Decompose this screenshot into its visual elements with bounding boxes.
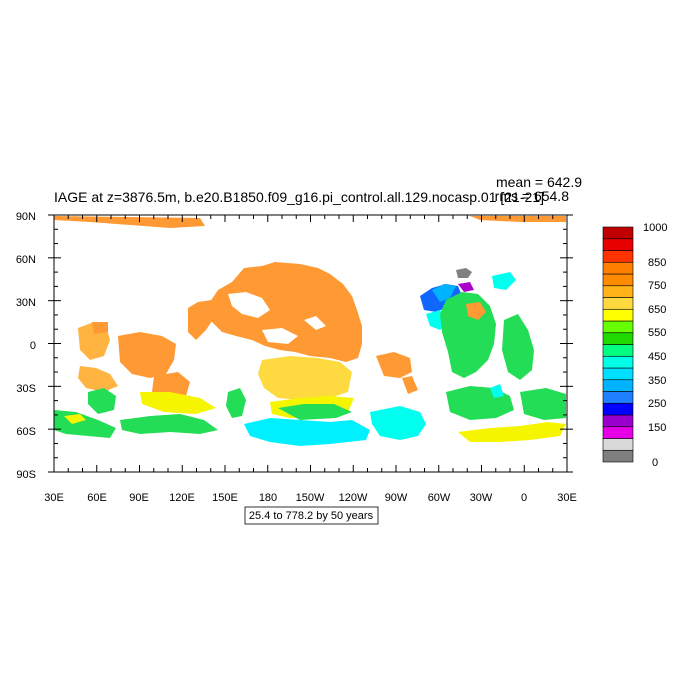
x-tick-label: 30E xyxy=(44,492,64,504)
colorbar-label: 250 xyxy=(648,398,666,410)
y-tick-label: 60S xyxy=(16,426,36,438)
colorbar-swatch xyxy=(602,308,634,322)
south-atlantic-green-2 xyxy=(88,388,116,414)
colorbar-swatch xyxy=(602,297,634,310)
x-tick-label: 30E xyxy=(557,492,577,504)
rms-label: rms = 654.8 xyxy=(495,188,570,204)
y-tick-label: 30S xyxy=(16,383,36,395)
pacific-age-region xyxy=(208,262,362,362)
colorbar-swatch xyxy=(602,438,634,451)
indian-yellow-strip xyxy=(64,414,86,424)
colorbar-swatch xyxy=(602,226,634,240)
colorbar-swatch xyxy=(602,355,634,369)
colorbar-swatch xyxy=(602,273,634,287)
colorbar-label: 350 xyxy=(648,375,666,387)
colorbar xyxy=(602,226,634,463)
y-axis-labels: 90N 60N 30N 0 30S 60S 90S xyxy=(16,211,36,481)
colorbar-label: 650 xyxy=(648,304,666,316)
y-tick-label: 90N xyxy=(16,211,36,223)
x-tick-label: 60E xyxy=(87,492,107,504)
x-tick-label: 30W xyxy=(470,492,493,504)
south-atlantic-green xyxy=(446,386,514,420)
ross-sea-cyan xyxy=(244,418,370,446)
weddell-green xyxy=(520,388,566,420)
colorbar-swatch xyxy=(602,391,634,404)
x-tick-label: 60W xyxy=(428,492,451,504)
colorbar-label: 850 xyxy=(648,257,666,269)
y-tick-label: 30N xyxy=(16,297,36,309)
mean-label: mean = 642.9 xyxy=(496,174,582,190)
x-tick-label: 120E xyxy=(169,492,195,504)
greenland-gray xyxy=(456,268,472,278)
colorbar-swatch xyxy=(602,426,634,439)
atlantic-orange-patch xyxy=(466,302,486,320)
colorbar-swatch xyxy=(602,379,634,392)
atlantic-green-east xyxy=(502,314,534,380)
colorbar-swatch xyxy=(602,320,634,334)
south-atlantic-green-1 xyxy=(54,410,116,438)
labrador-purple xyxy=(458,282,474,292)
colorbar-swatch xyxy=(602,238,634,251)
colorbar-swatch xyxy=(602,332,634,345)
y-tick-label: 90S xyxy=(16,469,36,481)
indian-ocean-region-5 xyxy=(92,322,108,334)
x-tick-label: 180 xyxy=(259,492,277,504)
weddell-yellow xyxy=(458,422,566,442)
indian-ocean-region-3 xyxy=(78,366,118,392)
axis-ticks xyxy=(48,214,573,473)
nordic-cyan xyxy=(492,272,516,290)
x-tick-label: 90W xyxy=(385,492,408,504)
colorbar-label: 1000 xyxy=(643,222,667,234)
colorbar-swatch xyxy=(602,402,634,416)
east-pacific-orange xyxy=(376,352,412,378)
y-tick-label: 0 xyxy=(30,340,36,352)
x-tick-label: 150W xyxy=(296,492,325,504)
arctic-strip-east xyxy=(470,216,566,222)
range-note-box xyxy=(244,506,379,525)
green-south-pacific xyxy=(278,404,352,420)
pacific-west-region xyxy=(188,300,214,340)
colorbar-swatch xyxy=(602,250,634,263)
amundsen-cyan xyxy=(370,406,426,440)
colorbar-label: 750 xyxy=(648,280,666,292)
x-tick-label: 90E xyxy=(129,492,149,504)
kerguelen-green xyxy=(226,388,246,418)
x-tick-label: 120W xyxy=(339,492,368,504)
south-pacific-gold xyxy=(258,356,352,400)
southern-indian-green xyxy=(120,414,218,434)
colorbar-label: 150 xyxy=(648,422,666,434)
caribbean-orange xyxy=(402,376,418,394)
indian-ocean-region-2 xyxy=(118,332,176,378)
colorbar-label: 0 xyxy=(652,457,658,469)
arctic-strip-west xyxy=(54,216,205,228)
range-note: 25.4 to 778.2 by 50 years xyxy=(249,510,374,522)
south-atlantic-cyan xyxy=(490,384,504,398)
plot-title: IAGE at z=3876.5m, b.e20.B1850.f09_g16.p… xyxy=(54,189,544,205)
colorbar-labels: 1000 850 750 650 550 450 350 250 150 0 xyxy=(643,222,667,469)
colorbar-swatch xyxy=(602,285,634,298)
x-axis-labels: 30E 60E 90E 120E 150E 180 150W 120W 90W … xyxy=(44,492,577,504)
colorbar-swatch xyxy=(602,344,634,357)
north-atlantic-aqua xyxy=(432,284,456,302)
colorbar-swatch xyxy=(602,414,634,428)
x-tick-label: 0 xyxy=(521,492,527,504)
x-tick-label: 150E xyxy=(212,492,238,504)
y-tick-label: 60N xyxy=(16,254,36,266)
colorbar-swatch xyxy=(602,367,634,381)
colorbar-swatch xyxy=(602,261,634,275)
southern-indian-yellow xyxy=(140,392,216,414)
colorbar-label: 550 xyxy=(648,327,666,339)
ocean-age-field xyxy=(54,216,566,446)
indian-ocean-region-4 xyxy=(152,372,190,398)
colorbar-label: 450 xyxy=(648,351,666,363)
colorbar-swatch xyxy=(602,449,634,463)
